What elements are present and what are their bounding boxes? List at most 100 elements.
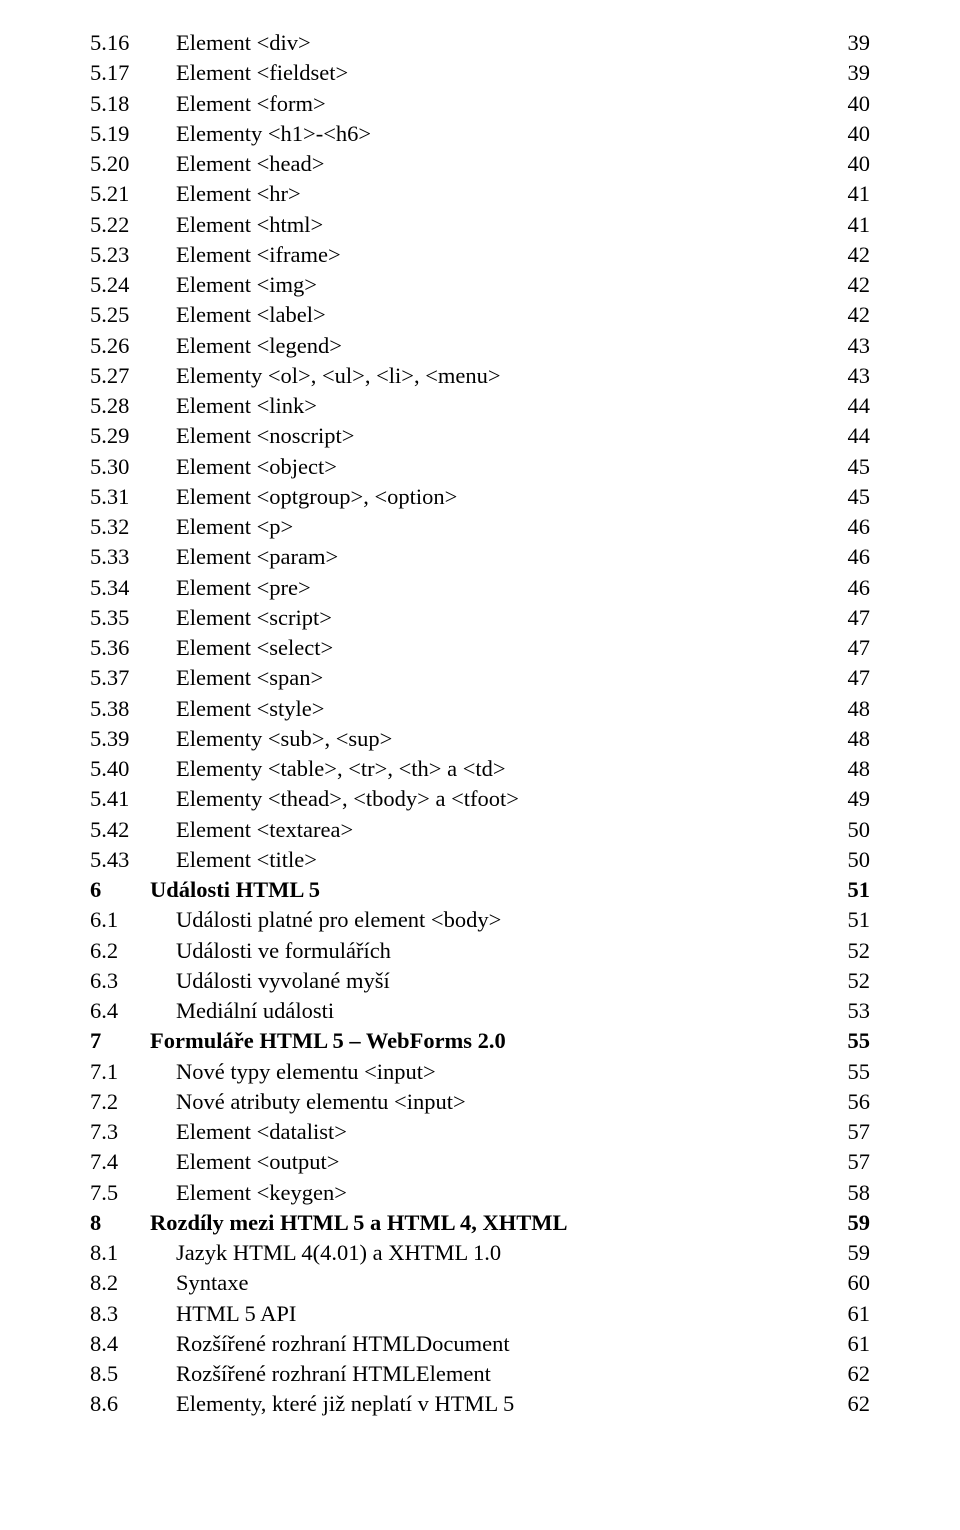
toc-entry-page: 58: [848, 1178, 871, 1208]
toc-entry-label: Elementy <ol>, <ul>, <li>, <menu>: [162, 361, 501, 391]
toc-entry-label: Element <datalist>: [148, 1117, 347, 1147]
toc-entry-page: 61: [848, 1299, 871, 1329]
toc-entry: 5.19Elementy <h1>-<h6>40: [90, 119, 870, 149]
toc-entry-label: Element <head>: [162, 149, 324, 179]
toc-entry-number: 5.31: [90, 482, 162, 512]
toc-entry-number: 5.22: [90, 210, 162, 240]
toc-entry-number: 5.24: [90, 270, 162, 300]
toc-entry-number: 5.18: [90, 89, 162, 119]
toc-entry: 8.3HTML 5 API61: [90, 1299, 870, 1329]
toc-entry-number: 5.30: [90, 452, 162, 482]
toc-entry-label: Mediální události: [148, 996, 334, 1026]
toc-entry-label: Elementy <table>, <tr>, <th> a <td>: [162, 754, 506, 784]
toc-entry-number: 5.41: [90, 784, 162, 814]
toc-entry-label: Element <legend>: [162, 331, 342, 361]
toc-entry-page: 57: [848, 1147, 871, 1177]
toc-entry-number: 5.37: [90, 663, 162, 693]
toc-entry: 5.16Element <div>39: [90, 28, 870, 58]
toc-entry-number: 7.5: [90, 1178, 148, 1208]
toc-entry-page: 52: [848, 966, 871, 996]
toc-entry-number: 6.4: [90, 996, 148, 1026]
toc-entry-label: Element <output>: [148, 1147, 339, 1177]
toc-entry: 5.39Elementy <sub>, <sup>48: [90, 724, 870, 754]
toc-entry-number: 5.38: [90, 694, 162, 724]
toc-entry-number: 5.20: [90, 149, 162, 179]
toc-entry: 5.35Element <script>47: [90, 603, 870, 633]
toc-entry-label: Element <span>: [162, 663, 323, 693]
toc-entry: 8Rozdíly mezi HTML 5 a HTML 4, XHTML59: [90, 1208, 870, 1238]
toc-entry: 5.31Element <optgroup>, <option>45: [90, 482, 870, 512]
toc-entry-number: 5.33: [90, 542, 162, 572]
toc-entry-page: 39: [848, 58, 871, 88]
toc-entry: 5.28Element <link>44: [90, 391, 870, 421]
toc-entry-page: 59: [848, 1208, 871, 1238]
toc-entry-page: 55: [848, 1026, 871, 1056]
toc-entry: 6.4Mediální události53: [90, 996, 870, 1026]
toc-entry-number: 5.32: [90, 512, 162, 542]
toc-entry-page: 46: [848, 542, 871, 572]
toc-entry: 8.1Jazyk HTML 4(4.01) a XHTML 1.059: [90, 1238, 870, 1268]
toc-entry: 5.36Element <select>47: [90, 633, 870, 663]
toc-entry-label: Element <noscript>: [162, 421, 354, 451]
toc-entry: 6Události HTML 551: [90, 875, 870, 905]
toc-entry: 5.33Element <param>46: [90, 542, 870, 572]
toc-entry-number: 8.3: [90, 1299, 148, 1329]
toc-entry: 5.26Element <legend>43: [90, 331, 870, 361]
toc-entry: 5.17Element <fieldset>39: [90, 58, 870, 88]
toc-entry-number: 8: [90, 1208, 130, 1238]
toc-entry-label: Element <hr>: [162, 179, 301, 209]
toc-entry-number: 5.40: [90, 754, 162, 784]
toc-entry: 7.2Nové atributy elementu <input>56: [90, 1087, 870, 1117]
toc-entry-label: Element <keygen>: [148, 1178, 347, 1208]
toc-entry: 5.27Elementy <ol>, <ul>, <li>, <menu>43: [90, 361, 870, 391]
toc-entry-number: 7: [90, 1026, 130, 1056]
toc-entry-number: 8.2: [90, 1268, 148, 1298]
toc-entry-label: Syntaxe: [148, 1268, 249, 1298]
toc-entry-page: 41: [848, 179, 871, 209]
toc-entry: 5.23Element <iframe>42: [90, 240, 870, 270]
toc-entry-number: 5.28: [90, 391, 162, 421]
toc-entry-number: 7.3: [90, 1117, 148, 1147]
toc-entry: 7.3Element <datalist>57: [90, 1117, 870, 1147]
toc-entry-page: 59: [848, 1238, 871, 1268]
toc-entry-page: 47: [848, 633, 871, 663]
toc-entry-number: 5.16: [90, 28, 162, 58]
toc-entry-page: 62: [848, 1359, 871, 1389]
toc-entry-page: 39: [848, 28, 871, 58]
toc-entry-number: 5.27: [90, 361, 162, 391]
toc-entry-number: 7.4: [90, 1147, 148, 1177]
toc-entry-page: 52: [848, 936, 871, 966]
toc-entry: 5.21Element <hr>41: [90, 179, 870, 209]
toc-entry: 5.34Element <pre>46: [90, 573, 870, 603]
toc-entry: 5.37Element <span> 47: [90, 663, 870, 693]
toc-entry-page: 41: [848, 210, 871, 240]
toc-entry-label: Nové typy elementu <input>: [148, 1057, 436, 1087]
toc-entry-page: 56: [848, 1087, 871, 1117]
toc-entry-label: Události vyvolané myší: [148, 966, 390, 996]
toc-entry-page: 45: [848, 482, 871, 512]
toc-entry-number: 5.39: [90, 724, 162, 754]
toc-entry-label: Události ve formulářích: [148, 936, 391, 966]
toc-entry-number: 5.43: [90, 845, 162, 875]
toc-entry-page: 55: [848, 1057, 871, 1087]
toc-entry-page: 46: [848, 573, 871, 603]
toc-entry-label: Element <style>: [162, 694, 324, 724]
toc-entry-number: 5.25: [90, 300, 162, 330]
toc-entry: 5.40Elementy <table>, <tr>, <th> a <td>4…: [90, 754, 870, 784]
toc-entry: 5.41Elementy <thead>, <tbody> a <tfoot>4…: [90, 784, 870, 814]
toc-entry-label: Element <object>: [162, 452, 337, 482]
toc-entry-page: 47: [848, 603, 871, 633]
toc-entry: 5.25Element <label>42: [90, 300, 870, 330]
toc-entry-page: 40: [848, 149, 871, 179]
toc-entry: 8.6Elementy, které již neplatí v HTML 56…: [90, 1389, 870, 1419]
toc-entry: 6.3Události vyvolané myší52: [90, 966, 870, 996]
toc-entry-number: 6: [90, 875, 130, 905]
toc-entry-page: 51: [848, 875, 871, 905]
toc-entry: 7Formuláře HTML 5 – WebForms 2.055: [90, 1026, 870, 1056]
toc-entry-label: Nové atributy elementu <input>: [148, 1087, 466, 1117]
toc-entry-label: Element <iframe>: [162, 240, 341, 270]
toc-entry: 5.29Element <noscript>44: [90, 421, 870, 451]
toc-entry-page: 47: [848, 663, 871, 693]
toc-entry-number: 6.1: [90, 905, 148, 935]
toc-entry-label: Jazyk HTML 4(4.01) a XHTML 1.0: [148, 1238, 501, 1268]
